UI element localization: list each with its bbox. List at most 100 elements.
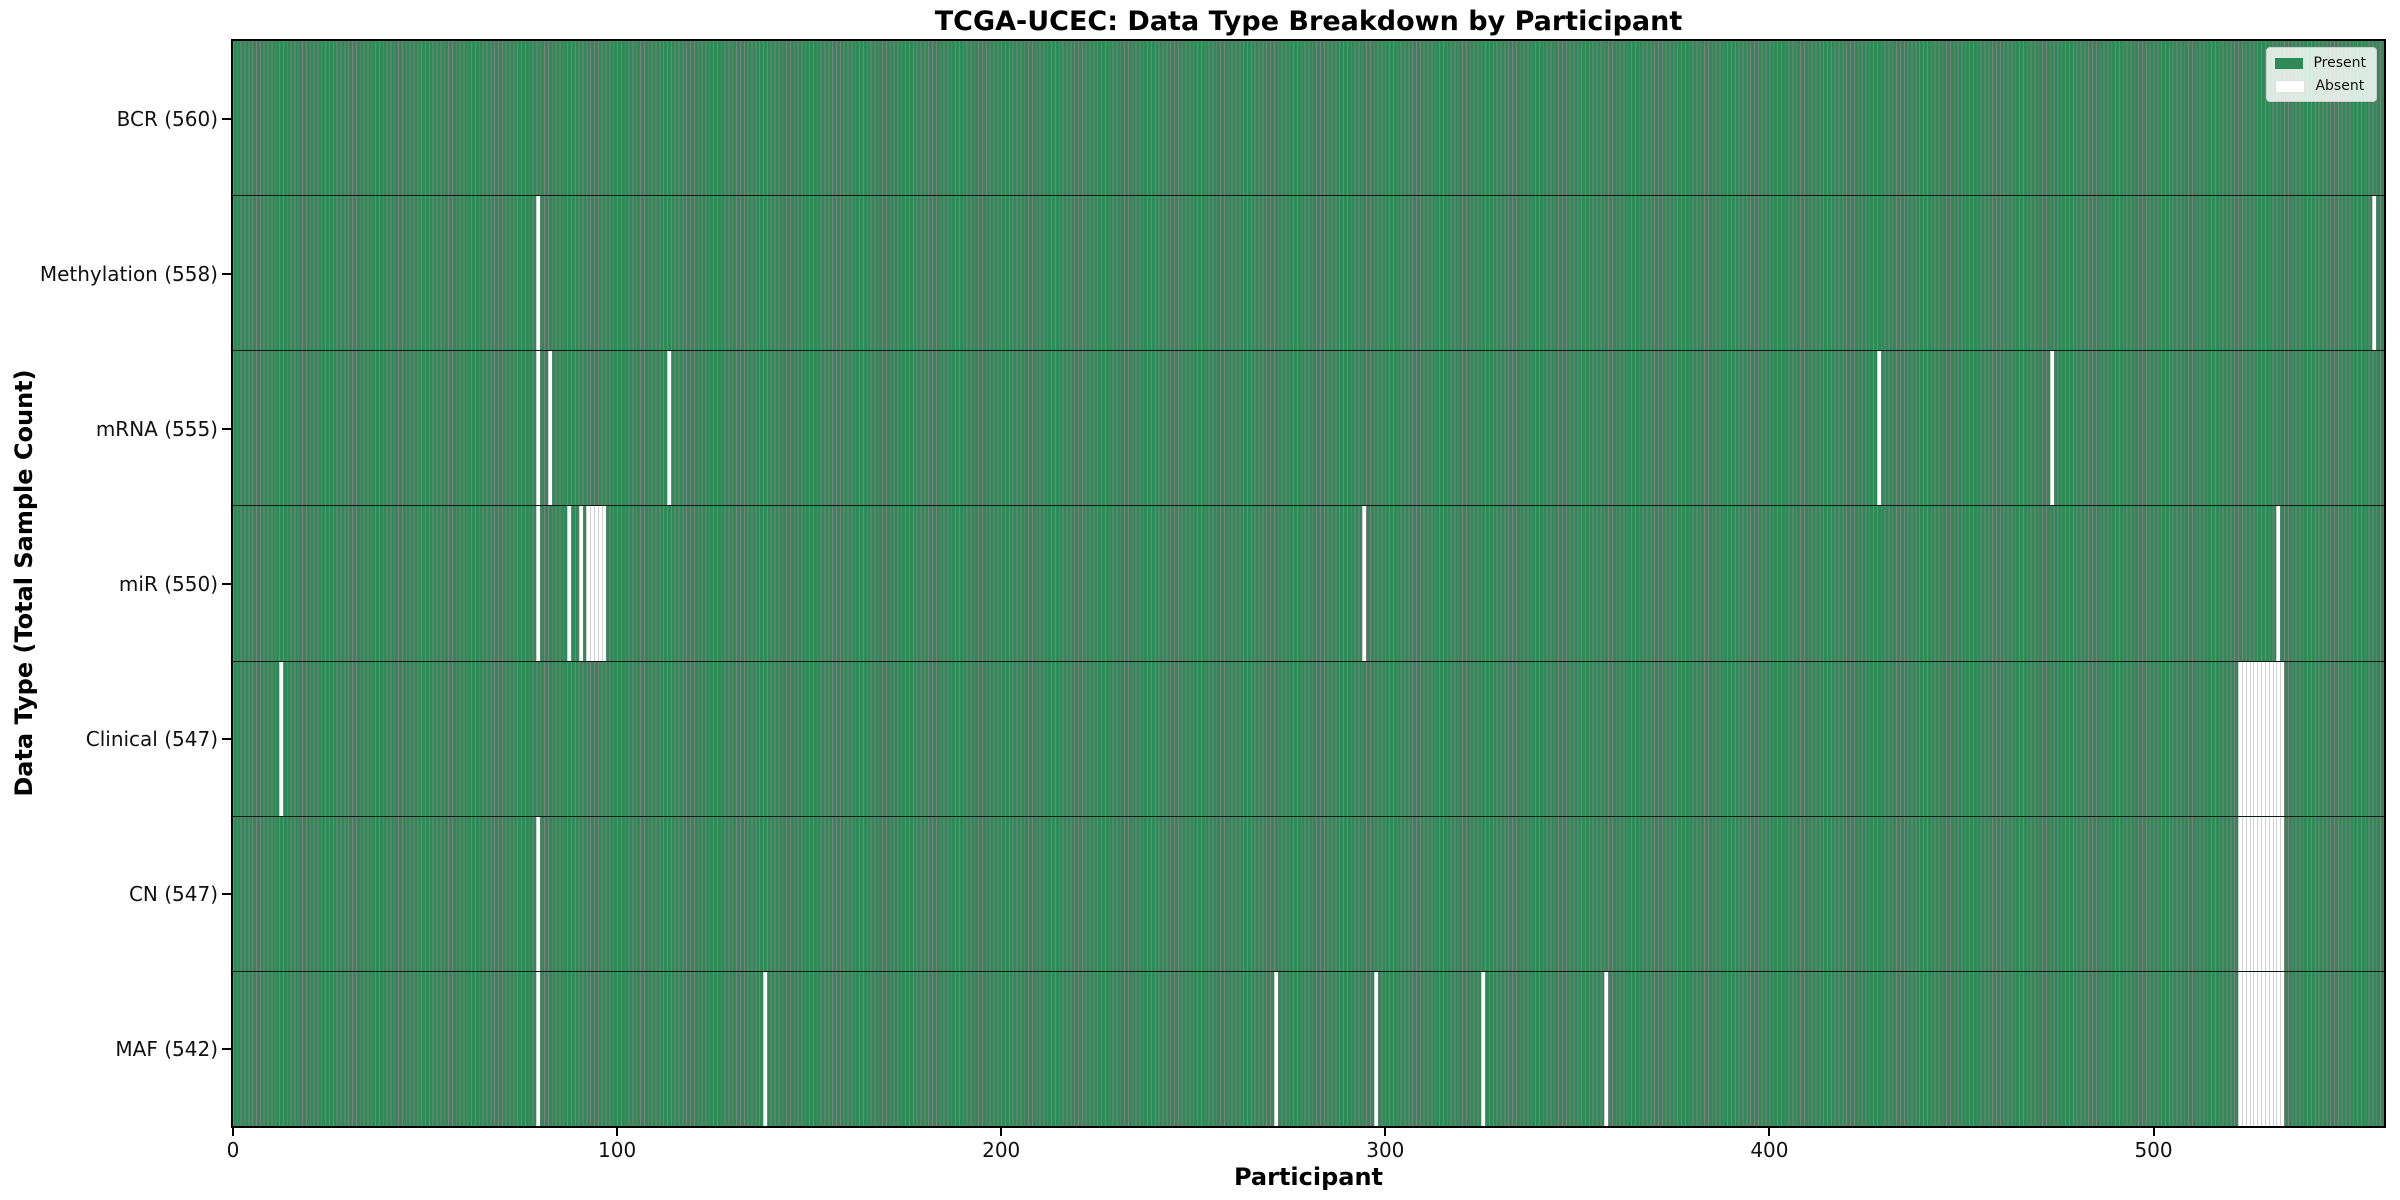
plot-area: Present Absent <box>231 39 2386 1128</box>
absent-gap <box>1273 971 1278 1126</box>
absent-gap <box>2268 971 2273 1126</box>
legend-entry-present: Present <box>2275 55 2366 71</box>
x-tick-mark <box>232 1126 234 1136</box>
y-tick-label-Methylation: Methylation (558) <box>39 261 218 286</box>
absent-gap <box>2264 816 2269 971</box>
y-tick-label-Clinical: Clinical (547) <box>85 726 218 751</box>
absent-gap <box>2372 196 2377 351</box>
absent-gap <box>2238 661 2242 816</box>
x-tick-mark <box>616 1126 619 1136</box>
y-tick-label-miR: miR (550) <box>118 571 218 596</box>
x-axis-label: Participant <box>1233 1163 1384 1191</box>
chart-title: TCGA-UCEC: Data Type Breakdown by Partic… <box>934 6 1683 37</box>
x-tick-mark <box>2152 1126 2155 1136</box>
absent-gap <box>2272 816 2277 971</box>
heatmap-row-mRNA <box>233 350 2384 506</box>
x-tick-label-400: 400 <box>1750 1138 1789 1162</box>
heatmap-row-MAF <box>233 970 2384 1126</box>
absent-gap <box>2238 816 2242 971</box>
absent-gap <box>279 661 283 816</box>
y-tick-mark <box>222 582 231 585</box>
absent-gap <box>536 816 541 971</box>
absent-gap <box>2249 661 2254 816</box>
absent-gap <box>2276 971 2281 1126</box>
y-tick-label-mRNA: mRNA (555) <box>95 416 218 441</box>
absent-gap <box>2261 661 2265 816</box>
absent-gap <box>2272 661 2277 816</box>
y-tick-mark <box>222 892 231 895</box>
absent-gap <box>1481 971 1486 1126</box>
absent-gap <box>2253 661 2258 816</box>
absent-gap <box>2241 816 2246 971</box>
y-tick-label-CN: CN (547) <box>128 881 218 906</box>
absent-gap <box>2276 661 2281 816</box>
x-tick-label-300: 300 <box>1366 1138 1405 1162</box>
absent-gap <box>590 506 595 661</box>
absent-gap <box>2261 971 2265 1126</box>
y-tick-mark <box>222 1047 231 1050</box>
absent-gap <box>2280 661 2285 816</box>
absent-gap <box>586 506 591 661</box>
absent-gap <box>2238 971 2242 1126</box>
y-tick-label-MAF: MAF (542) <box>115 1036 218 1061</box>
legend-swatch-present <box>2275 57 2304 69</box>
absent-gap <box>2264 661 2269 816</box>
x-tick-mark <box>1384 1126 1387 1136</box>
absent-gap <box>2257 661 2262 816</box>
absent-gap <box>2264 971 2269 1126</box>
absent-gap <box>597 506 602 661</box>
absent-gap <box>2245 971 2250 1126</box>
x-tick-label-200: 200 <box>982 1138 1021 1162</box>
absent-gap <box>2249 971 2254 1126</box>
legend-label-present: Present <box>2313 55 2366 71</box>
absent-gap <box>1362 506 1367 661</box>
absent-gap <box>1373 971 1378 1126</box>
x-tick-label-0: 0 <box>226 1138 240 1162</box>
absent-gap <box>2268 661 2273 816</box>
absent-gap <box>2245 661 2250 816</box>
absent-gap <box>2276 506 2281 661</box>
legend: Present Absent <box>2266 47 2377 102</box>
y-tick-mark <box>222 117 231 120</box>
heatmap-row-CN <box>233 815 2384 971</box>
absent-gap <box>2257 816 2262 971</box>
x-tick-mark <box>1000 1126 1003 1136</box>
absent-gap <box>567 506 571 661</box>
absent-gap <box>601 506 606 661</box>
absent-gap <box>2257 971 2262 1126</box>
absent-gap <box>536 506 541 661</box>
absent-gap <box>2280 816 2285 971</box>
absent-gap <box>594 506 598 661</box>
absent-gap <box>2261 816 2265 971</box>
absent-gap <box>2272 971 2277 1126</box>
heatmap-row-BCR <box>233 41 2384 196</box>
legend-swatch-absent <box>2275 79 2306 93</box>
x-tick-label-100: 100 <box>598 1138 637 1162</box>
absent-gap <box>2276 816 2281 971</box>
absent-gap <box>2253 816 2258 971</box>
heatmap-row-miR <box>233 505 2384 661</box>
absent-gap <box>536 351 541 506</box>
absent-gap <box>547 351 552 506</box>
absent-gap <box>2249 816 2254 971</box>
absent-gap <box>578 506 583 661</box>
absent-gap <box>2280 971 2285 1126</box>
absent-gap <box>2241 661 2246 816</box>
y-tick-mark <box>222 427 231 430</box>
absent-gap <box>2049 351 2054 506</box>
legend-entry-absent: Absent <box>2275 78 2366 94</box>
absent-gap <box>667 351 671 506</box>
absent-gap <box>536 971 541 1126</box>
heatmap-row-Clinical <box>233 660 2384 816</box>
absent-gap <box>763 971 767 1126</box>
absent-gap <box>536 196 541 351</box>
absent-gap <box>2241 971 2246 1126</box>
absent-gap <box>1604 971 1609 1126</box>
x-tick-label-500: 500 <box>2134 1138 2173 1162</box>
rows <box>233 41 2384 1126</box>
x-tick-mark <box>1768 1126 1771 1136</box>
absent-gap <box>2253 971 2258 1126</box>
y-tick-label-BCR: BCR (560) <box>116 106 218 131</box>
legend-label-absent: Absent <box>2315 78 2365 94</box>
